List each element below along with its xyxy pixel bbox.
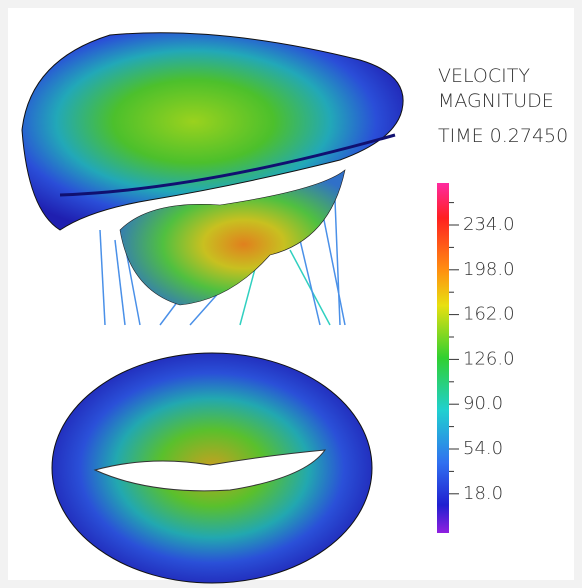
tick-label: 54.0 — [463, 438, 503, 459]
tick-label: 162.0 — [463, 304, 515, 325]
tick-label: 198.0 — [463, 259, 515, 280]
color-bar — [437, 183, 449, 533]
legend-title: MAGNITUDE — [438, 90, 554, 112]
tick-label: 18.0 — [463, 483, 503, 504]
screenshot: VELOCITY MAGNITUDE TIME 0.27450 234.0 198… — [0, 0, 582, 588]
tick-label: 90.0 — [463, 393, 503, 414]
tick-label: 126.0 — [463, 348, 515, 369]
visualization: VELOCITY MAGNITUDE TIME 0.27450 234.0 198… — [0, 0, 582, 588]
time-label: TIME 0.27450 — [438, 125, 568, 147]
tick-label: 234.0 — [463, 214, 515, 235]
legend-title: VELOCITY — [438, 65, 530, 87]
